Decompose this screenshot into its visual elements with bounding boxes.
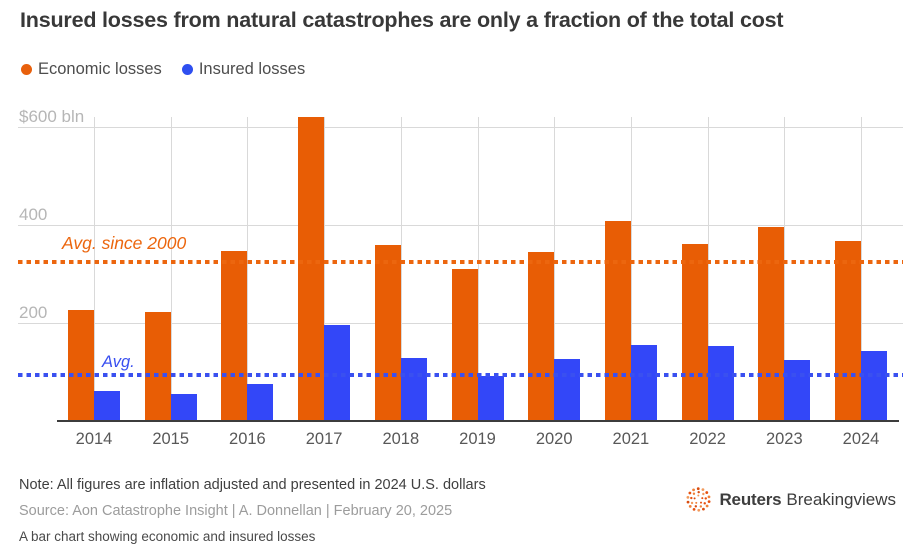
x-axis-label-2017: 2017: [305, 430, 343, 448]
bar-insured-2020: [554, 359, 581, 421]
x-axis-label-2021: 2021: [612, 430, 650, 448]
reuters-breakingviews-logo: Reuters Breakingviews: [685, 486, 896, 513]
chart-alt-caption: A bar chart showing economic and insured…: [19, 529, 316, 544]
vertical-gridline-2022: [707, 117, 709, 421]
bar-insured-2024: [861, 350, 887, 421]
avg-line-insured: [18, 372, 903, 377]
x-axis-label-2023: 2023: [765, 430, 803, 448]
legend-label-insured: Insured losses: [198, 60, 306, 78]
vertical-gridline-2018: [400, 117, 402, 421]
bar-economic-2021: [604, 220, 631, 421]
bar-insured-2016: [247, 383, 274, 421]
bar-insured-2019: [477, 375, 504, 421]
bar-economic-2019: [451, 269, 478, 421]
logo-suffix: Breakingviews: [786, 489, 896, 509]
x-axis-label-2016: 2016: [229, 430, 266, 448]
bar-economic-2022: [681, 243, 708, 421]
vertical-gridline-2015: [170, 117, 172, 421]
bar-insured-2018: [400, 358, 427, 421]
vertical-gridline-2017: [324, 117, 326, 421]
bar-economic-2017: [298, 117, 325, 421]
bar-economic-2023: [758, 227, 785, 421]
x-axis-label-2024: 2024: [842, 430, 880, 448]
x-axis-label-2015: 2015: [152, 430, 190, 448]
bar-insured-2015: [170, 394, 197, 421]
x-axis-label-2020: 2020: [535, 430, 573, 448]
x-axis-line: [57, 420, 899, 422]
avg-annotation-economic: Avg. since 2000: [62, 233, 187, 253]
y-axis-label-400: 400: [19, 205, 48, 224]
vertical-gridline-2024: [861, 117, 862, 421]
x-axis-label-2014: 2014: [75, 430, 113, 448]
vertical-gridline-2014: [94, 117, 95, 421]
y-axis-label-600: $600 bln: [19, 107, 85, 126]
bar-economic-2020: [528, 252, 555, 421]
bar-insured-2014: [94, 391, 120, 421]
horizontal-gridline-400: [18, 225, 903, 226]
horizontal-gridline-600: [18, 127, 903, 128]
bar-economic-2024: [835, 240, 861, 421]
bar-economic-2018: [374, 244, 401, 421]
vertical-gridline-2019: [477, 117, 479, 421]
economic-losses-dot-icon: [21, 64, 32, 75]
insured-losses-dot-icon: [181, 64, 193, 75]
chart-note: Note: All figures are inflation adjusted…: [19, 477, 486, 493]
logo-brand: Reuters: [719, 489, 782, 509]
avg-line-economic: [18, 260, 903, 265]
x-axis-label-2018: 2018: [382, 430, 420, 448]
bar-insured-2022: [707, 346, 734, 421]
vertical-gridline-2016: [247, 117, 249, 421]
bar-insured-2023: [784, 359, 811, 422]
reuters-dotted-circle-icon: [686, 487, 711, 512]
page-title: Insured losses from natural catastrophes…: [20, 8, 784, 32]
legend-item-economic: Economic losses: [21, 60, 162, 79]
x-axis-label-2019: 2019: [459, 430, 496, 448]
bar-economic-2015: [144, 312, 171, 421]
bar-insured-2021: [630, 345, 657, 422]
vertical-gridline-2020: [554, 117, 556, 421]
vertical-gridline-2021: [630, 117, 632, 421]
bar-economic-2016: [221, 251, 248, 421]
legend-label-economic: Economic losses: [38, 60, 162, 78]
vertical-gridline-2023: [784, 117, 786, 421]
legend: Economic losses Insured losses: [21, 60, 305, 79]
avg-annotation-insured: Avg.: [102, 353, 135, 371]
x-axis-label-2022: 2022: [689, 430, 726, 448]
bar-economic-2014: [68, 310, 94, 421]
y-axis-label-200: 200: [19, 303, 48, 322]
legend-item-insured: Insured losses: [181, 60, 306, 79]
chart-source: Source: Aon Catastrophe Insight | A. Don…: [19, 503, 453, 519]
